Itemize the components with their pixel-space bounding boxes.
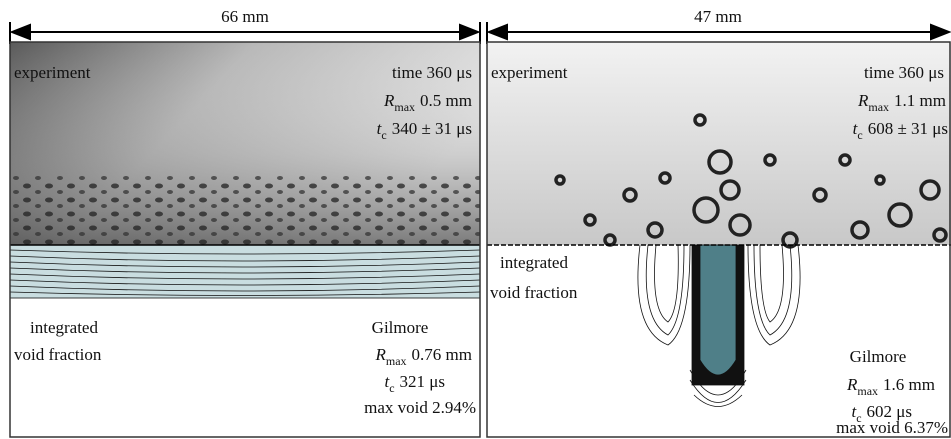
tc-label: tc 608 ± 31 μs (853, 119, 948, 142)
model-label: void fraction (490, 283, 578, 302)
model-name: Gilmore (372, 318, 429, 337)
dimension-arrows (9, 22, 951, 44)
width-label: 66 mm (221, 7, 269, 26)
experiment-label: experiment (14, 63, 91, 82)
model-label: void fraction (14, 345, 102, 364)
panel-frame (9, 41, 481, 438)
left-void-contours (9, 244, 481, 299)
tc-label: tc 340 ± 31 μs (377, 119, 472, 142)
right-void-contours (637, 244, 801, 407)
rmax-label: Rmax 1.1 mm (857, 91, 946, 114)
model-label: integrated (500, 253, 568, 272)
width-label: 47 mm (694, 7, 742, 26)
experiment-label: experiment (491, 63, 568, 82)
rmax-label: Rmax 0.5 mm (383, 91, 472, 114)
rmax-label: Rmax 0.76 mm (374, 345, 472, 368)
time-label: time 360 μs (392, 63, 472, 82)
model-name: Gilmore (850, 347, 907, 366)
rmax-label: Rmax 1.6 mm (846, 375, 935, 398)
right-experiment-image (487, 42, 951, 249)
max-void-label: max void 2.94% (364, 398, 476, 417)
time-label: time 360 μs (864, 63, 944, 82)
panel-frame (486, 41, 951, 438)
max-void-label: max void 6.37% (836, 418, 948, 437)
tc-label: tc 602 μs (851, 402, 912, 425)
tc-label: tc 321 μs (384, 372, 445, 395)
model-label: integrated (30, 318, 98, 337)
left-experiment-image (10, 42, 480, 245)
